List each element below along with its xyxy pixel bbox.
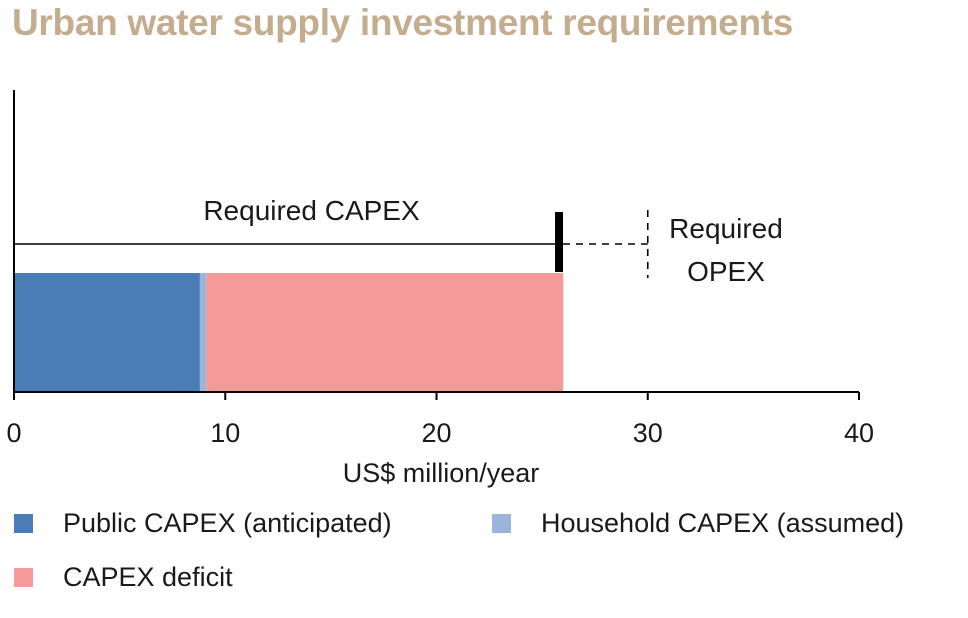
- chart-title: Urban water supply investment requiremen…: [12, 2, 794, 43]
- x-tick-label-2: 20: [421, 418, 451, 448]
- legend-swatch-public-capex: [14, 514, 33, 533]
- legend-label-household-capex: Household CAPEX (assumed): [541, 508, 905, 538]
- legend-item-capex-deficit: CAPEX deficit: [14, 562, 233, 593]
- legend-label-capex-deficit: CAPEX deficit: [63, 562, 233, 592]
- required-opex-label-line-1: OPEX: [687, 256, 765, 287]
- legend: Public CAPEX (anticipated) Household CAP…: [14, 508, 964, 608]
- x-tick-label-4: 40: [844, 418, 874, 448]
- x-tick-label-1: 10: [210, 418, 240, 448]
- x-tick-label-3: 30: [633, 418, 663, 448]
- x-tick-label-0: 0: [6, 418, 21, 448]
- required-opex-label-line-0: Required: [669, 213, 783, 244]
- legend-item-public-capex: Public CAPEX (anticipated): [14, 508, 392, 539]
- bar-segment-2: [206, 273, 564, 392]
- x-axis-label: US$ million/year: [343, 458, 540, 488]
- legend-swatch-capex-deficit: [14, 568, 33, 587]
- required-capex-label: Required CAPEX: [203, 195, 420, 226]
- legend-item-household-capex: Household CAPEX (assumed): [492, 508, 904, 539]
- chart-plot: Required CAPEX Required OPEX 0 10 20 30 40 US$…: [6, 90, 874, 488]
- bar-segment-1: [199, 273, 207, 392]
- legend-swatch-household-capex: [492, 514, 511, 533]
- legend-label-public-capex: Public CAPEX (anticipated): [63, 508, 392, 538]
- required-capex-end-marker: [555, 212, 564, 272]
- bar-segment-0: [14, 273, 200, 392]
